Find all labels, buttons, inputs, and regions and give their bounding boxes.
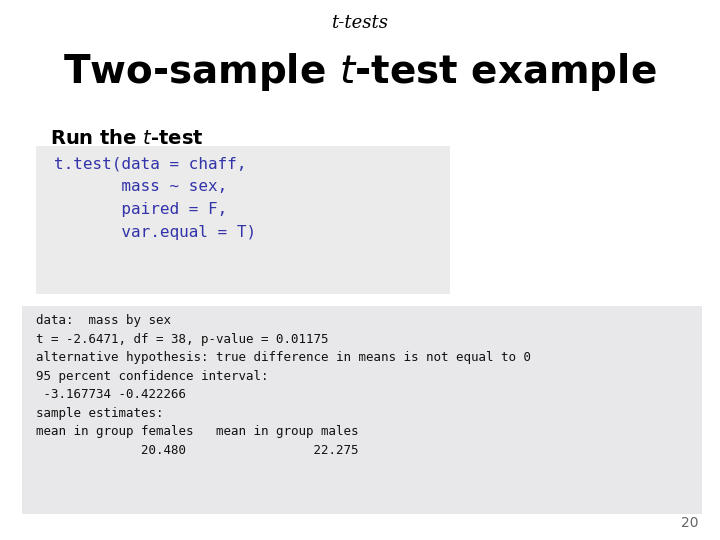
Text: 20: 20 <box>681 516 698 530</box>
FancyBboxPatch shape <box>36 146 450 294</box>
Text: t-tests: t-tests <box>331 14 389 31</box>
Text: data:  mass by sex
t = -2.6471, df = 38, p-value = 0.01175
alternative hypothesi: data: mass by sex t = -2.6471, df = 38, … <box>36 314 531 457</box>
Text: Run the $\mathit{t}$-test: Run the $\mathit{t}$-test <box>50 129 204 147</box>
Text: Two-sample $\mathbf{\mathit{t}}$-test example: Two-sample $\mathbf{\mathit{t}}$-test ex… <box>63 51 657 93</box>
FancyBboxPatch shape <box>22 306 702 514</box>
Text: t.test(data = chaff,
       mass ~ sex,
       paired = F,
       var.equal = T): t.test(data = chaff, mass ~ sex, paired … <box>54 157 256 240</box>
